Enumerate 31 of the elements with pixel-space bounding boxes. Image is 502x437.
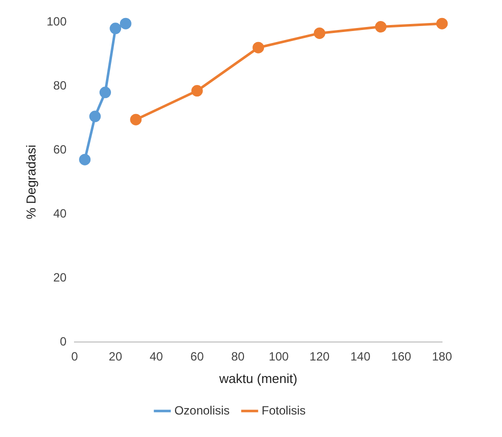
point <box>99 86 111 98</box>
point <box>79 154 91 166</box>
y-tick-label: 0 <box>60 334 67 348</box>
x-tick-label: 120 <box>310 350 330 364</box>
legend-label: Ozonolisis <box>174 403 230 418</box>
x-tick-label: 180 <box>432 350 452 364</box>
x-tick-label: 140 <box>350 350 371 364</box>
point <box>191 85 203 97</box>
y-tick-label: 20 <box>53 270 67 284</box>
point <box>89 110 101 122</box>
x-tick-label: 100 <box>268 350 290 364</box>
x-tick-label: 40 <box>150 350 164 364</box>
point <box>252 42 264 54</box>
x-tick-label: 160 <box>391 350 412 364</box>
point <box>110 22 122 34</box>
y-tick-label: 60 <box>53 142 67 156</box>
point <box>130 114 142 126</box>
x-tick-label: 60 <box>190 350 204 364</box>
x-tick-label: 0 <box>71 350 78 364</box>
y-tick-label: 40 <box>53 206 67 220</box>
legend-label: Fotolisis <box>262 403 306 418</box>
point <box>375 21 387 33</box>
y-axis-title: % Degradasi <box>23 144 38 220</box>
x-tick-label: 80 <box>231 350 245 364</box>
x-tick-label: 20 <box>108 350 122 364</box>
x-axis-title: waktu (menit) <box>218 370 298 386</box>
y-tick-label: 80 <box>53 78 67 92</box>
point <box>436 18 448 30</box>
y-tick-label: 100 <box>46 14 67 28</box>
point <box>314 27 326 39</box>
point <box>120 18 132 30</box>
